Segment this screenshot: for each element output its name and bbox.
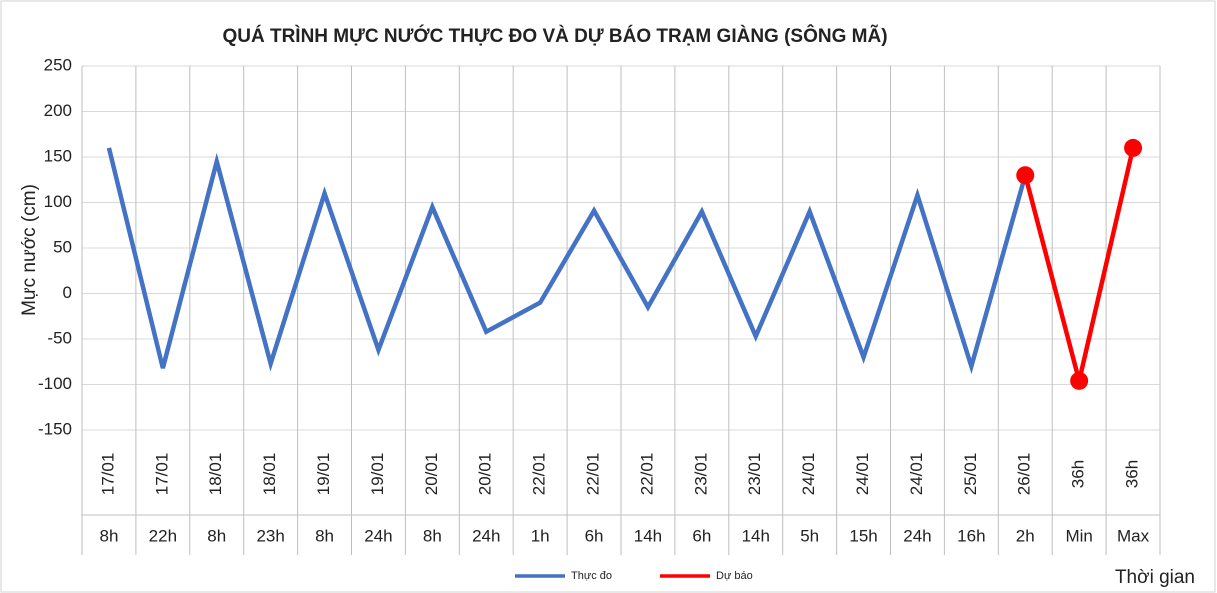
x-tick-label: 26/01: [1015, 453, 1034, 496]
x-axis-label: Thời gian: [1115, 567, 1195, 588]
x-subtick-label: 24h: [472, 526, 500, 545]
x-tick-label: 23/01: [745, 453, 764, 496]
x-subtick-label: Max: [1117, 526, 1150, 545]
y-tick-label: 250: [44, 55, 72, 74]
x-tick-label: 22/01: [530, 453, 549, 496]
x-subtick-label: 14h: [634, 526, 662, 545]
x-tick-label: 22/01: [584, 453, 603, 496]
y-tick-label: 100: [44, 192, 72, 211]
x-tick-label: 22/01: [637, 453, 656, 496]
x-subtick-label: 1h: [531, 526, 550, 545]
x-tick-label: 36h: [1123, 460, 1142, 488]
x-tick-label: 36h: [1069, 460, 1088, 488]
x-subtick-label: 16h: [957, 526, 985, 545]
y-tick-label: 200: [44, 101, 72, 120]
legend-label: Dự báo: [716, 570, 753, 582]
y-tick-label: 50: [53, 237, 72, 256]
y-tick-label: -100: [38, 374, 72, 393]
x-tick-label: 23/01: [691, 453, 710, 496]
series-marker: [1016, 166, 1035, 185]
series-marker: [1124, 138, 1143, 157]
x-tick-label: 18/01: [260, 453, 279, 496]
x-subtick-label: 5h: [800, 526, 819, 545]
x-subtick-label: 2h: [1016, 526, 1035, 545]
x-tick-label: 19/01: [368, 453, 387, 496]
x-tick-label: 24/01: [853, 453, 872, 496]
x-tick-label: 18/01: [206, 453, 225, 496]
series-line: [106, 147, 1028, 375]
x-subtick-label: 14h: [742, 526, 770, 545]
x-tick-label: 17/01: [152, 453, 171, 496]
x-subtick-label: 8h: [315, 526, 334, 545]
x-tick-label: 20/01: [476, 453, 495, 496]
x-subtick-label: 15h: [849, 526, 877, 545]
x-tick-label: 24/01: [799, 453, 818, 496]
x-tick-label: 20/01: [422, 453, 441, 496]
x-subtick-label: 23h: [256, 526, 284, 545]
y-tick-label: 150: [44, 146, 72, 165]
x-subtick-label: Min: [1065, 526, 1092, 545]
y-tick-label: -50: [47, 328, 72, 347]
x-tick-label: 24/01: [907, 453, 926, 496]
series-marker: [1070, 371, 1089, 390]
y-axis-label: Mực nước (cm): [19, 184, 40, 316]
y-tick-label: -150: [38, 419, 72, 438]
x-subtick-label: 24h: [364, 526, 392, 545]
legend-label: Thực đo: [571, 570, 612, 582]
y-tick-label: 0: [63, 283, 72, 302]
x-subtick-label: 22h: [149, 526, 177, 545]
x-tick-label: 17/01: [98, 453, 117, 496]
x-subtick-label: 6h: [585, 526, 604, 545]
x-subtick-label: 24h: [903, 526, 931, 545]
x-subtick-label: 6h: [692, 526, 711, 545]
x-subtick-label: 8h: [207, 526, 226, 545]
x-subtick-label: 8h: [423, 526, 442, 545]
x-tick-label: 19/01: [314, 453, 333, 496]
chart-title: QUÁ TRÌNH MỰC NƯỚC THỰC ĐO VÀ DỰ BÁO TRẠ…: [222, 25, 887, 47]
x-tick-label: 25/01: [961, 453, 980, 496]
x-subtick-label: 8h: [99, 526, 118, 545]
